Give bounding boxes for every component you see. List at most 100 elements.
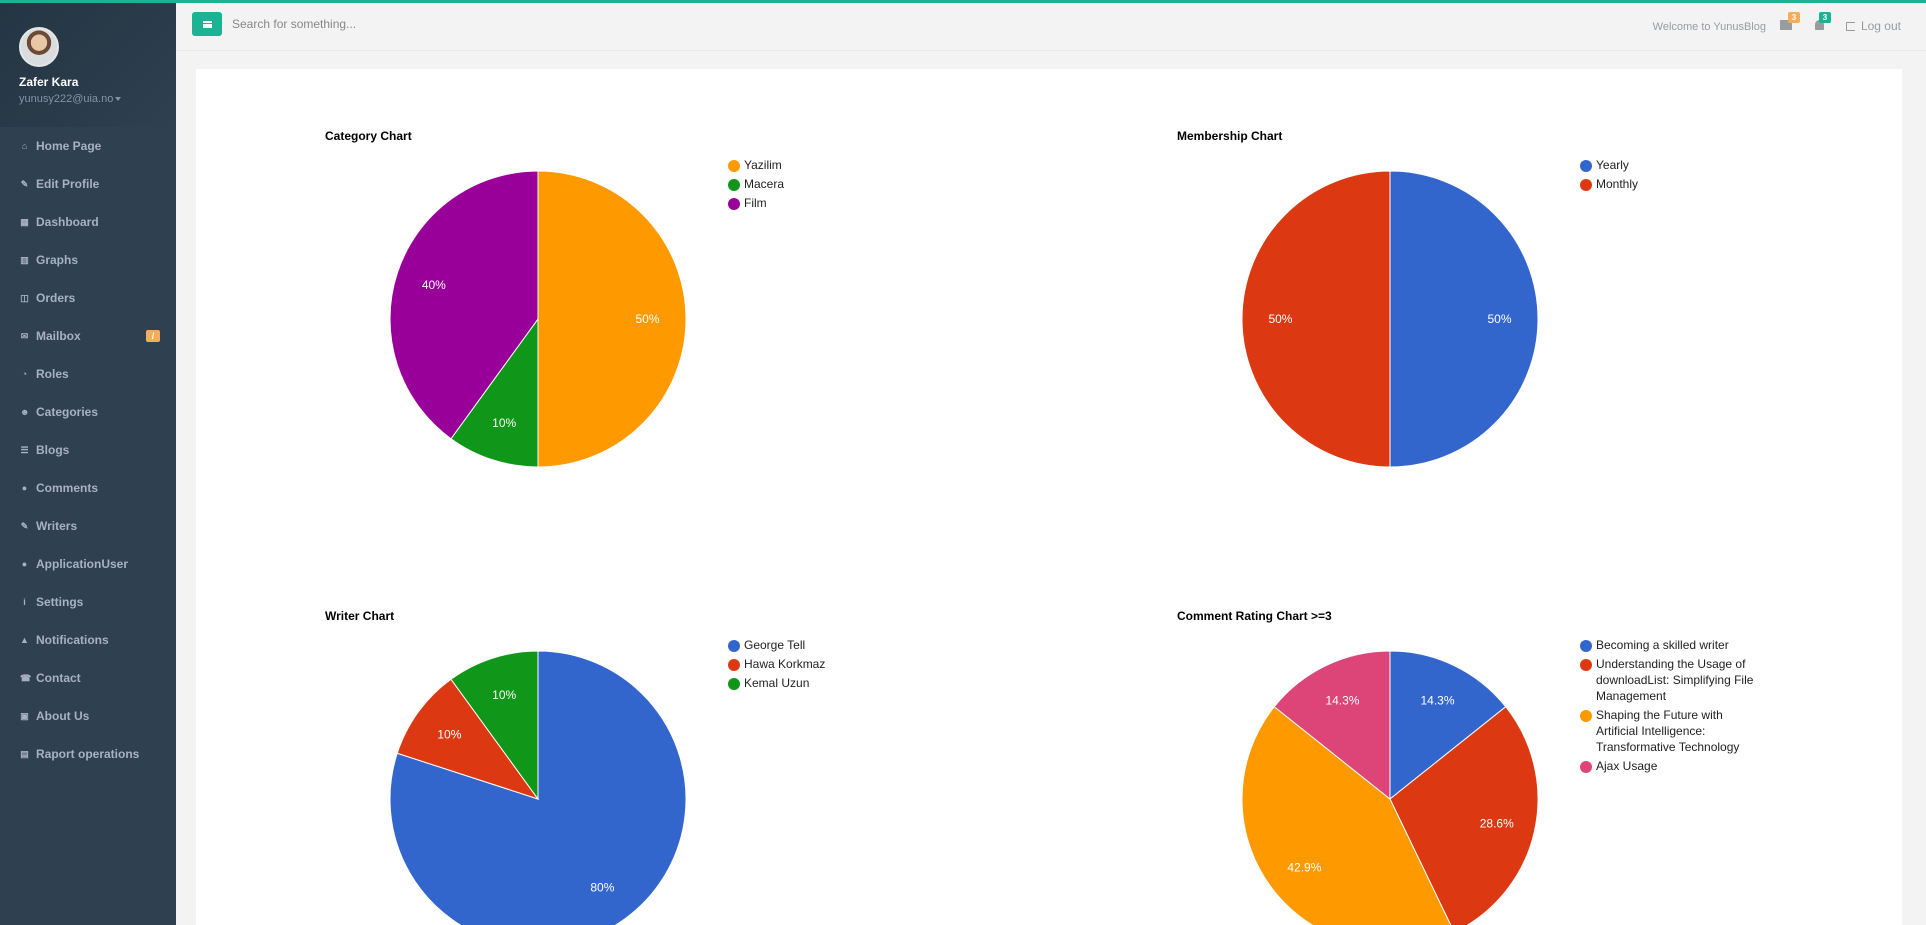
slice-percent-label: 42.9% (1287, 860, 1321, 874)
legend-item[interactable]: George Tell (728, 637, 908, 653)
envelope-icon[interactable] (1780, 20, 1792, 30)
sidebar-item-comments[interactable]: ● Comments (0, 469, 176, 507)
legend-item[interactable]: Becoming a skilled writer (1580, 637, 1760, 653)
sidebar-item-label[interactable]: Raport operations (36, 747, 140, 761)
notification-count-badge[interactable]: 3 (1819, 12, 1831, 23)
legend-label: Yazilim (744, 158, 782, 172)
sidebar-item-raport-operations[interactable]: ▤ Raport operations (0, 735, 176, 773)
logout-link[interactable]: Log out (1845, 19, 1901, 33)
sidebar-item-home-page[interactable]: ⌂ Home Page (0, 127, 176, 165)
profile-email-dropdown[interactable]: yunusy222@uia.no (19, 93, 176, 105)
sidebar-item-contact[interactable]: ☎ Contact (0, 659, 176, 697)
sidebar-item-label[interactable]: Notifications (36, 633, 109, 647)
sidebar-item-label[interactable]: Contact (36, 671, 81, 685)
sign-out-icon[interactable] (1845, 21, 1855, 31)
legend-label: Macera (744, 177, 785, 191)
dashboard-icon[interactable]: ▦ (20, 216, 29, 227)
sidebar-item-label[interactable]: ApplicationUser (36, 557, 129, 571)
pie-slice[interactable] (389, 170, 539, 440)
legend-item[interactable]: Monthly (1580, 176, 1760, 192)
legend-item[interactable]: Understanding the Usage of downloadList:… (1580, 656, 1760, 704)
legend-item[interactable]: Shaping the Future with Artificial Intel… (1580, 707, 1760, 755)
bar-chart-icon[interactable]: ▥ (20, 254, 29, 265)
sidebar-item-applicationuser[interactable]: ● ApplicationUser (0, 545, 176, 583)
info-icon[interactable]: i (23, 596, 26, 607)
edit-icon[interactable]: ✎ (20, 178, 29, 189)
legend-label: Ajax Usage (1596, 759, 1658, 773)
sidebar-item-roles[interactable]: ◔ Roles (0, 355, 176, 393)
sidebar-menu: ⌂ Home Page ✎ Edit Profile ▦ Dashboard ▥ Graphs… (0, 127, 176, 773)
sidebar-item-label[interactable]: Home Page (36, 139, 102, 153)
legend-item[interactable]: Kemal Uzun (728, 675, 908, 691)
legend-item[interactable]: Yearly (1580, 157, 1760, 173)
sidebar-item-edit-profile[interactable]: ✎ Edit Profile (0, 165, 176, 203)
sidebar-item-label[interactable]: Orders (36, 291, 76, 305)
top-accent-line (0, 0, 1926, 3)
cart-icon[interactable]: ◫ (20, 292, 29, 303)
sidebar-item-label[interactable]: Writers (36, 519, 78, 533)
legend-item[interactable]: Ajax Usage (1580, 758, 1760, 774)
sidebar-item-label[interactable]: Blogs (36, 443, 70, 457)
pie-slice[interactable] (1389, 170, 1539, 468)
comment-icon[interactable]: ● (21, 482, 28, 493)
slice-percent-label: 50% (636, 312, 660, 326)
sidebar-item-label[interactable]: Comments (36, 481, 99, 495)
sidebar-item-label[interactable]: Roles (36, 367, 69, 381)
list-icon[interactable]: ☰ (20, 444, 29, 455)
envelope-icon[interactable]: ✉ (20, 330, 29, 341)
menu-toggle-button[interactable] (192, 12, 222, 36)
legend-label: George Tell (744, 638, 806, 652)
sidebar-item-label[interactable]: Dashboard (36, 215, 99, 229)
sidebar-item-blogs[interactable]: ☰ Blogs (0, 431, 176, 469)
sidebar-item-writers[interactable]: ✎ Writers (0, 507, 176, 545)
profile-email[interactable]: yunusy222@uia.no (19, 93, 114, 105)
pie-icon[interactable]: ◔ (21, 368, 28, 379)
sidebar-item-orders[interactable]: ◫ Orders (0, 279, 176, 317)
legend-dot-icon (728, 659, 740, 671)
users-icon[interactable]: ☻ (20, 406, 30, 417)
address-book-icon[interactable]: ▣ (20, 710, 29, 721)
chart-legend: Becoming a skilled writer Understanding t… (1580, 637, 1760, 777)
sidebar-item-label[interactable]: Mailbox (36, 329, 81, 343)
legend-item[interactable]: Yazilim (728, 157, 908, 173)
book-icon[interactable]: ▤ (20, 748, 29, 759)
mail-count-badge[interactable]: 3 (1788, 12, 1800, 23)
slice-percent-label: 40% (422, 278, 446, 292)
sidebar-item-label[interactable]: Categories (36, 405, 99, 419)
hamburger-icon[interactable] (202, 20, 212, 28)
bell-icon[interactable]: ▲ (20, 634, 29, 645)
sidebar-item-categories[interactable]: ☻ Categories (0, 393, 176, 431)
logout-label[interactable]: Log out (1860, 19, 1901, 33)
pie-slice[interactable] (396, 678, 540, 800)
legend-item[interactable]: Film (728, 195, 908, 211)
sidebar-item-label[interactable]: Settings (36, 595, 84, 609)
sidebar-item-graphs[interactable]: ▥ Graphs (0, 241, 176, 279)
slice-percent-label: 50% (1268, 312, 1292, 326)
avatar[interactable] (19, 27, 59, 67)
pie-slice[interactable] (1389, 650, 1507, 801)
legend-item[interactable]: Macera (728, 176, 908, 192)
sidebar-item-label[interactable]: Edit Profile (36, 177, 100, 191)
sidebar-item-notifications[interactable]: ▲ Notifications (0, 621, 176, 659)
legend-item[interactable]: Hawa Korkmaz (728, 656, 908, 672)
sidebar-item-dashboard[interactable]: ▦ Dashboard (0, 203, 176, 241)
phone-icon[interactable]: ☎ (20, 672, 32, 683)
pie-slice[interactable] (1241, 170, 1391, 468)
pie-slice[interactable] (450, 650, 539, 801)
sidebar-item-label[interactable]: About Us (36, 709, 90, 723)
sidebar-item-settings[interactable]: i Settings (0, 583, 176, 621)
caret-down-icon[interactable] (115, 97, 122, 102)
pie-slice[interactable] (1389, 706, 1539, 925)
search-input[interactable] (232, 13, 632, 35)
sidebar-item-about-us[interactable]: ▣ About Us (0, 697, 176, 735)
home-icon[interactable]: ⌂ (21, 140, 28, 151)
pencil-icon[interactable]: ✎ (20, 520, 29, 531)
bell-icon[interactable] (1815, 20, 1824, 30)
user-icon[interactable]: ● (21, 558, 28, 569)
pie-slice[interactable] (1273, 650, 1391, 801)
sidebar-item-mailbox[interactable]: ✉ Mailbox / (0, 317, 176, 355)
pie-slice[interactable] (450, 317, 539, 468)
pie-slice[interactable] (537, 170, 687, 468)
pie-slice[interactable] (1241, 706, 1454, 925)
sidebar-item-label[interactable]: Graphs (36, 253, 79, 267)
